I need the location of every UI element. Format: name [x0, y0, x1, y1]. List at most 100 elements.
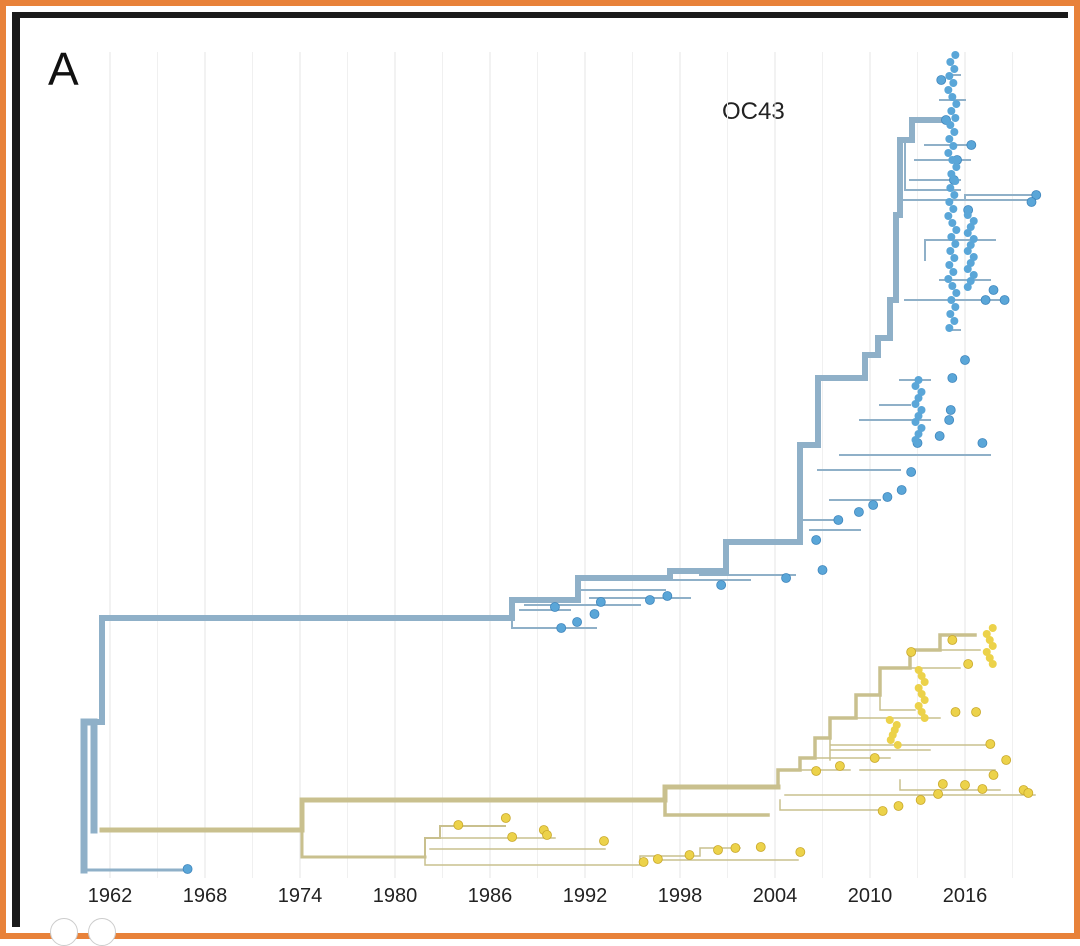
x-tick-label: 1992 — [563, 885, 608, 907]
tip-point-blue — [951, 114, 960, 122]
tip-point-blue — [811, 535, 822, 545]
tip-point-yellow — [917, 672, 926, 680]
tip-point-blue — [914, 412, 923, 420]
tip-point-blue — [949, 268, 958, 276]
tip-point-blue — [960, 355, 970, 365]
tip-point-blue — [936, 75, 947, 85]
tip-point-blue — [966, 259, 975, 267]
tip-point-yellow — [963, 659, 974, 669]
tip-point-yellow — [917, 708, 926, 716]
tip-point-blue — [949, 205, 958, 213]
tip-point-yellow — [453, 820, 464, 830]
tip-point-yellow — [960, 780, 970, 790]
tip-point-yellow — [811, 766, 822, 776]
tip-point-yellow — [869, 753, 880, 763]
tip-point-yellow — [988, 642, 997, 650]
tip-point-blue — [945, 324, 954, 332]
tip-point-yellow — [755, 842, 766, 852]
tip-point-blue — [950, 128, 959, 136]
tip-point-blue — [662, 591, 673, 601]
tip-point-blue — [944, 212, 953, 220]
tip-point-blue — [911, 436, 920, 444]
tip-point-blue — [966, 241, 975, 249]
x-axis-ticks: 1962 1968 1974 1980 1986 1992 1998 2004 2010 2016 — [88, 885, 988, 907]
tip-point-yellow — [730, 843, 741, 853]
x-tick-label: 1968 — [183, 885, 228, 907]
tip-point-blue — [944, 149, 953, 157]
tip-point-blue — [589, 609, 600, 619]
tip-point-blue — [950, 191, 959, 199]
tip-point-blue — [917, 406, 926, 414]
tip-point-blue — [914, 430, 923, 438]
x-tick-label: 1974 — [278, 885, 323, 907]
tip-point-blue — [945, 261, 954, 269]
tip-point-blue — [817, 565, 828, 575]
branch-yellow-lower — [300, 828, 427, 859]
tip-point-blue — [951, 240, 960, 248]
tip-points — [182, 51, 1042, 874]
tip-point-blue — [947, 233, 956, 241]
tip-point-blue — [595, 597, 606, 607]
branch-yellow-lower-b — [424, 837, 799, 866]
tip-point-blue — [949, 79, 958, 87]
tip-point-blue — [946, 184, 955, 192]
tip-point-blue — [952, 163, 961, 171]
tip-point-blue — [988, 285, 999, 295]
tip-point-blue — [911, 382, 920, 390]
tip-point-blue — [944, 275, 953, 283]
tip-point-blue — [966, 223, 975, 231]
tip-point-yellow — [988, 660, 997, 668]
tip-point-blue — [952, 289, 961, 297]
x-tick-label: 2016 — [943, 885, 988, 907]
tip-point-blue — [950, 317, 959, 325]
branch-blue-early-sub — [511, 574, 796, 629]
tip-point-yellow — [988, 770, 999, 780]
tip-point-blue — [966, 277, 975, 285]
tree-branches — [80, 74, 1041, 874]
tip-point-blue — [1031, 190, 1042, 200]
tip-point-blue — [963, 265, 972, 273]
tip-point-yellow — [507, 832, 518, 842]
window-edge-top — [12, 12, 1068, 18]
corner-circle-icon — [88, 918, 116, 946]
tip-point-yellow — [920, 696, 929, 704]
tip-point-blue — [550, 602, 560, 612]
tip-point-blue — [946, 310, 955, 318]
tip-point-blue — [572, 617, 582, 627]
tip-point-blue — [946, 121, 955, 129]
tip-point-yellow — [599, 836, 609, 846]
tip-point-yellow — [500, 813, 511, 823]
panel-letter: A — [48, 43, 79, 95]
tip-point-yellow — [638, 857, 649, 867]
tip-point-blue — [944, 415, 955, 425]
tip-point-blue — [977, 438, 988, 448]
tip-point-yellow — [652, 854, 663, 864]
tip-point-yellow — [914, 684, 923, 692]
tip-point-yellow — [950, 707, 961, 717]
tip-point-yellow — [985, 739, 996, 749]
tip-point-blue — [969, 271, 978, 279]
tip-point-blue — [896, 485, 907, 495]
tip-point-yellow — [1001, 755, 1012, 765]
tip-point-yellow — [947, 635, 958, 645]
tip-point-blue — [950, 254, 959, 262]
tip-point-yellow — [877, 806, 888, 816]
x-tick-label: 1962 — [88, 885, 133, 907]
tip-point-blue — [947, 107, 956, 115]
tip-point-yellow — [933, 789, 943, 799]
branch-main-blue — [91, 615, 515, 725]
branch-root — [80, 718, 98, 874]
tip-point-blue — [944, 86, 953, 94]
tip-point-blue — [945, 72, 954, 80]
window-edge-left — [12, 12, 20, 927]
tip-point-blue — [716, 580, 727, 590]
tip-point-blue — [946, 247, 955, 255]
x-tick-label: 1980 — [373, 885, 418, 907]
tip-point-blue — [868, 500, 879, 510]
tip-point-yellow — [893, 801, 904, 811]
tip-point-yellow — [542, 830, 552, 840]
tip-point-yellow — [885, 716, 894, 724]
tip-point-yellow — [971, 707, 981, 717]
tip-point-yellow — [920, 678, 929, 686]
